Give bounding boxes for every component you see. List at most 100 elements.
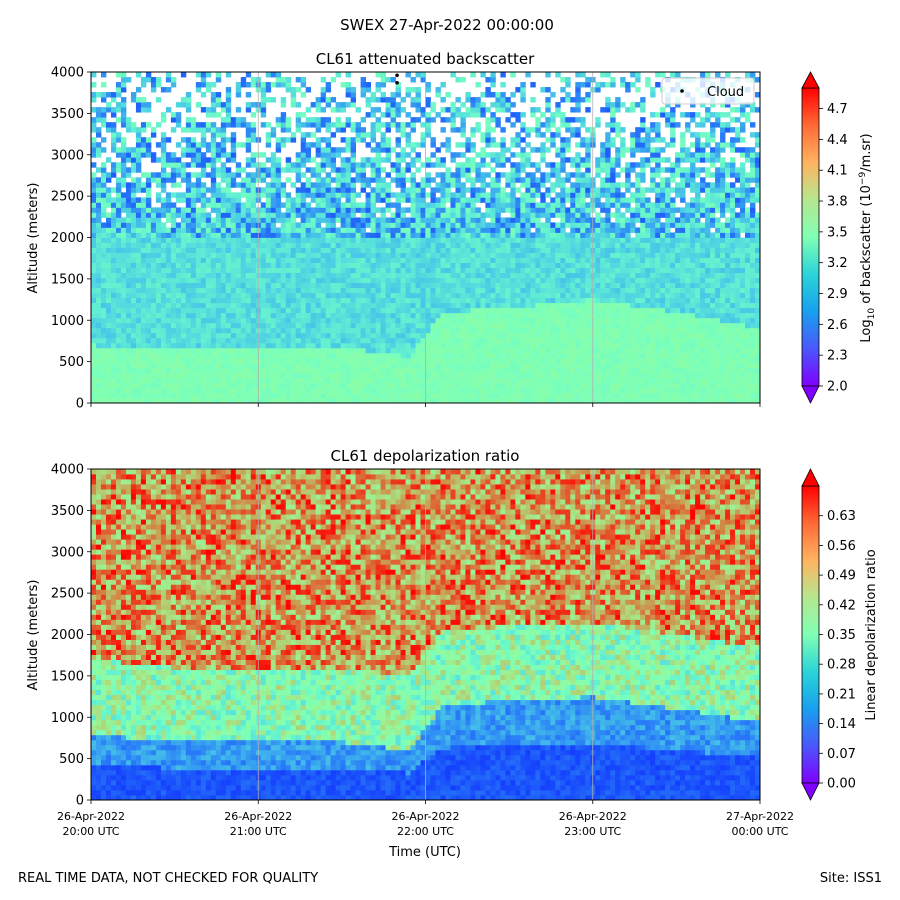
- heatmap-cell: [240, 202, 247, 208]
- heatmap-cell: [235, 312, 242, 319]
- heatmap-cell: [455, 272, 461, 279]
- heatmap-cell: [120, 307, 127, 314]
- heatmap-cell: [145, 72, 152, 78]
- heatmap-cell: [525, 377, 531, 384]
- heatmap-cell: [330, 192, 337, 198]
- heatmap-cell: [160, 277, 167, 284]
- heatmap-cell: [395, 377, 401, 384]
- heatmap-cell: [400, 157, 406, 163]
- heatmap-cell: [245, 217, 252, 223]
- heatmap-cell: [170, 317, 177, 324]
- heatmap-cell: [375, 182, 381, 188]
- heatmap-cell: [175, 157, 182, 163]
- heatmap-cell: [315, 352, 322, 359]
- heatmap-cell: [480, 107, 486, 113]
- heatmap-cell: [475, 237, 481, 243]
- heatmap-cell: [490, 242, 496, 248]
- heatmap-cell: [400, 207, 406, 213]
- heatmap-cell: [425, 297, 431, 304]
- heatmap-cell: [285, 347, 292, 354]
- heatmap-cell: [435, 202, 441, 208]
- heatmap-cell: [290, 337, 297, 344]
- heatmap-cell: [115, 272, 122, 279]
- heatmap-cell: [460, 312, 466, 319]
- heatmap-cell: [115, 262, 122, 268]
- heatmap-cell: [91, 212, 97, 218]
- heatmap-cell: [225, 237, 232, 243]
- heatmap-cell: [345, 122, 352, 128]
- heatmap-cell: [325, 152, 332, 158]
- heatmap-cell: [200, 382, 207, 389]
- heatmap-cell: [285, 317, 292, 324]
- heatmap-cell: [115, 227, 122, 233]
- heatmap-cell: [485, 212, 491, 218]
- heatmap-cell: [520, 247, 526, 253]
- heatmap-cell: [220, 212, 227, 218]
- heatmap-cell: [145, 142, 152, 148]
- heatmap-cell: [435, 312, 441, 319]
- heatmap-cell: [120, 227, 127, 233]
- heatmap-cell: [540, 157, 546, 163]
- heatmap-cell: [105, 262, 112, 268]
- heatmap-cell: [165, 347, 172, 354]
- heatmap-cell: [230, 172, 237, 178]
- heatmap-cell: [205, 327, 212, 334]
- heatmap-cell: [155, 337, 162, 344]
- heatmap-cell: [420, 217, 426, 223]
- heatmap-cell: [310, 362, 317, 369]
- heatmap-cell: [150, 262, 157, 268]
- heatmap-cell: [300, 372, 307, 379]
- heatmap-cell: [195, 192, 202, 198]
- heatmap-cell: [200, 297, 207, 304]
- heatmap-cell: [405, 382, 411, 389]
- heatmap-cell: [135, 292, 142, 299]
- heatmap-cell: [220, 152, 227, 158]
- heatmap-cell: [430, 177, 436, 183]
- heatmap-cell: [190, 237, 197, 243]
- heatmap-cell: [360, 377, 366, 384]
- heatmap-cell: [250, 322, 257, 329]
- heatmap-cell: [340, 362, 347, 369]
- heatmap-cell: [340, 307, 347, 314]
- heatmap-cell: [320, 187, 327, 193]
- heatmap-cell: [280, 182, 287, 188]
- heatmap-cell: [405, 142, 411, 148]
- heatmap-cell: [350, 252, 356, 258]
- heatmap-cell: [170, 127, 177, 133]
- heatmap-cell: [245, 262, 252, 268]
- heatmap-cell: [105, 172, 112, 178]
- heatmap-cell: [505, 317, 511, 324]
- heatmap-cell: [155, 362, 162, 369]
- heatmap-cell: [315, 117, 322, 123]
- heatmap-cell: [540, 207, 546, 213]
- heatmap-cell: [480, 262, 486, 268]
- heatmap-cell: [530, 197, 536, 203]
- heatmap-cell: [250, 367, 257, 374]
- heatmap-cell: [220, 107, 227, 113]
- heatmap-cell: [535, 307, 541, 314]
- heatmap-cell: [140, 142, 147, 148]
- heatmap-cell: [185, 317, 192, 324]
- heatmap-cell: [510, 222, 516, 228]
- heatmap-cell: [215, 372, 222, 379]
- heatmap-cell: [185, 322, 192, 329]
- heatmap-cell: [365, 352, 371, 359]
- heatmap-cell: [260, 382, 267, 389]
- heatmap-cell: [325, 202, 332, 208]
- heatmap-cell: [485, 152, 491, 158]
- heatmap-cell: [440, 332, 446, 339]
- heatmap-cell: [505, 362, 511, 369]
- heatmap-cell: [335, 297, 342, 304]
- heatmap-cell: [540, 362, 546, 369]
- heatmap-cell: [425, 127, 431, 133]
- heatmap-cell: [145, 282, 152, 289]
- heatmap-cell: [165, 307, 172, 314]
- heatmap-cell: [260, 312, 267, 319]
- heatmap-cell: [505, 242, 511, 248]
- heatmap-cell: [535, 122, 541, 128]
- heatmap-cell: [430, 142, 436, 148]
- heatmap-cell: [240, 262, 247, 268]
- heatmap-cell: [395, 342, 401, 349]
- heatmap-cell: [435, 112, 441, 118]
- heatmap-cell: [305, 362, 312, 369]
